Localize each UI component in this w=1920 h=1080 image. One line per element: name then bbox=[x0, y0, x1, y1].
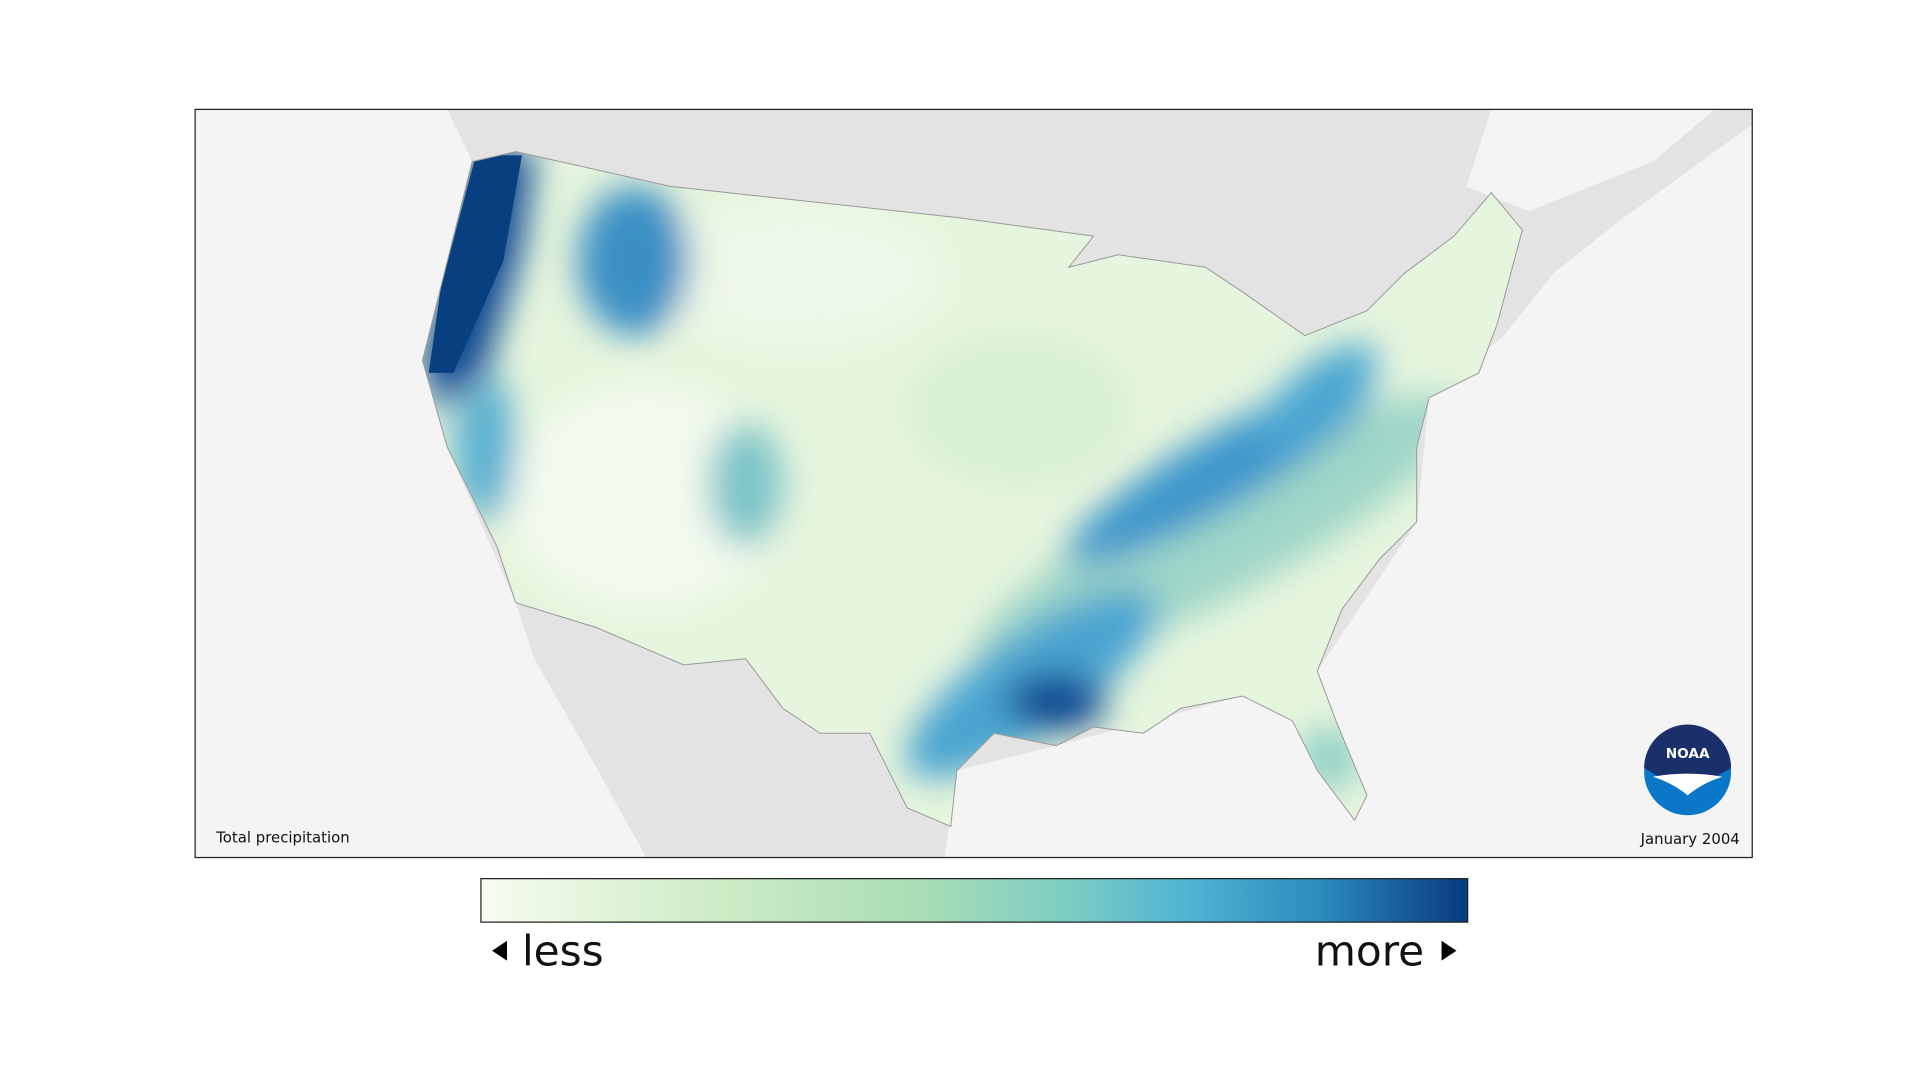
map-date: January 2004 bbox=[1640, 830, 1740, 848]
map-label: Total precipitation bbox=[215, 829, 349, 847]
color-bar bbox=[480, 878, 1469, 923]
more-arrow bbox=[1441, 940, 1457, 961]
legend-low: less bbox=[522, 927, 604, 976]
map-frame bbox=[194, 108, 1753, 859]
logo-text: NOAA bbox=[1666, 746, 1710, 762]
legend-high: more bbox=[1315, 927, 1424, 976]
map: Total precipitation January 2004 NOAA bbox=[195, 109, 1753, 858]
less-arrow bbox=[492, 940, 508, 961]
noaa-logo: NOAA bbox=[1644, 724, 1732, 816]
